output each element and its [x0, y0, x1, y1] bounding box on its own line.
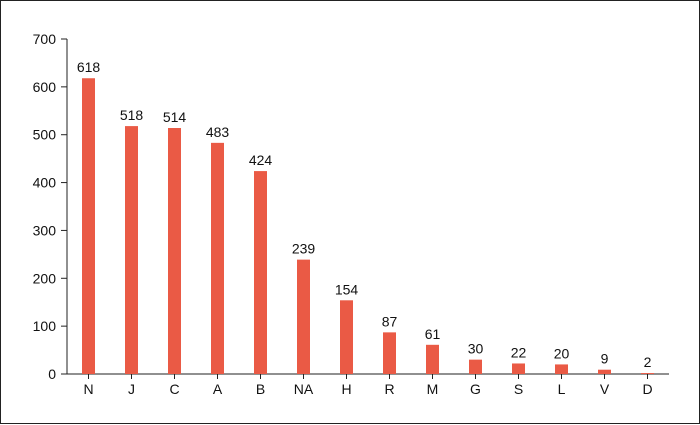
x-tick-label: NA — [294, 381, 314, 397]
y-tick-label: 300 — [33, 222, 57, 238]
bar-m — [426, 344, 439, 374]
data-label: 518 — [120, 107, 144, 123]
data-labels: 618 518 514 483 424 239 154 87 61 30 22 20 9 2 — [77, 59, 652, 370]
data-label: 20 — [554, 345, 570, 361]
x-tick-label: N — [83, 381, 93, 397]
bar-c — [168, 128, 181, 374]
bar-l — [555, 364, 568, 374]
data-label: 483 — [206, 124, 230, 140]
bar-d — [641, 373, 654, 374]
bar-n — [82, 78, 95, 374]
x-tick-label: R — [384, 381, 394, 397]
y-tick-label: 500 — [33, 127, 57, 143]
x-axis: N J C A B NA H R M G S L V D — [67, 373, 669, 397]
data-label: 424 — [249, 152, 273, 168]
x-tick-label: C — [169, 381, 179, 397]
data-label: 239 — [292, 241, 316, 257]
y-axis: 0 100 200 300 400 500 600 700 — [33, 31, 68, 382]
data-label: 618 — [77, 59, 101, 75]
bar-g — [469, 359, 482, 374]
bar-na — [297, 259, 310, 374]
data-label: 22 — [511, 344, 527, 360]
y-tick-label: 100 — [33, 318, 57, 334]
bar-a — [211, 142, 224, 374]
x-tick-label: S — [514, 381, 523, 397]
y-tick-label: 400 — [33, 175, 57, 191]
data-label: 154 — [335, 281, 359, 297]
y-tick-label: 700 — [33, 31, 57, 47]
bar-b — [254, 171, 267, 374]
bars — [82, 78, 654, 374]
data-label: 30 — [468, 341, 484, 357]
data-label: 87 — [382, 313, 398, 329]
bar-r — [383, 332, 396, 374]
x-tick-label: L — [558, 381, 566, 397]
x-tick-label: A — [213, 381, 223, 397]
y-tick-label: 200 — [33, 270, 57, 286]
data-label: 514 — [163, 109, 187, 125]
bar-s — [512, 363, 525, 374]
x-tick-label: J — [128, 381, 135, 397]
x-tick-label: G — [470, 381, 481, 397]
bar-v — [598, 369, 611, 374]
x-tick-label: H — [341, 381, 351, 397]
data-label: 2 — [644, 354, 652, 370]
x-tick-label: D — [642, 381, 652, 397]
x-tick-label: B — [256, 381, 265, 397]
bar-h — [340, 300, 353, 374]
y-tick-label: 0 — [48, 366, 56, 382]
y-tick-label: 600 — [33, 79, 57, 95]
x-tick-label: M — [427, 381, 439, 397]
x-tick-label: V — [600, 381, 610, 397]
data-label: 61 — [425, 326, 441, 342]
bar-j — [125, 126, 138, 374]
data-label: 9 — [601, 351, 609, 367]
